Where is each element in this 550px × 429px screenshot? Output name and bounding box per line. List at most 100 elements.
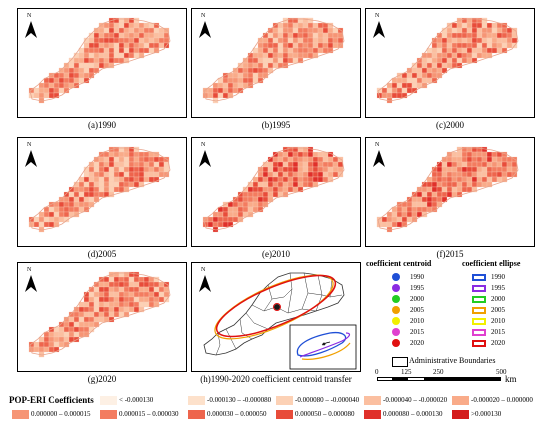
district-cell	[138, 47, 145, 54]
district-cell	[143, 22, 150, 29]
district-cell	[272, 161, 279, 168]
district-cell	[302, 37, 309, 44]
district-cell	[53, 206, 60, 213]
district-cell	[123, 181, 130, 188]
map-panel-d: N	[17, 137, 187, 247]
panel-caption-c: (c)2000	[436, 120, 464, 130]
district-cell	[33, 346, 40, 353]
district-cell	[486, 32, 493, 39]
district-cell	[386, 221, 393, 228]
district-cell	[153, 32, 160, 39]
district-cell	[113, 161, 120, 168]
district-cell	[451, 156, 458, 163]
inset-track-1990	[296, 331, 347, 357]
district-cell	[93, 166, 100, 173]
region-outline	[203, 18, 345, 102]
north-arrow-icon: N	[24, 13, 38, 39]
district-cell	[108, 186, 115, 193]
district-cell	[48, 331, 55, 338]
district-cell	[88, 171, 95, 178]
district-cell	[302, 27, 309, 34]
district-cell	[481, 161, 488, 168]
district-cell	[501, 27, 508, 34]
district-cell	[406, 196, 413, 203]
district-cell	[133, 291, 140, 298]
district-cell	[317, 151, 324, 158]
district-cell	[466, 161, 473, 168]
centroid-dot-2005	[392, 306, 400, 314]
district-cell	[431, 52, 438, 59]
district-cell	[78, 52, 85, 59]
district-cell	[133, 166, 140, 173]
district-cell	[153, 166, 160, 173]
district-cell	[272, 47, 279, 54]
district-cell	[496, 176, 503, 183]
district-cell	[138, 161, 145, 168]
district-cell	[73, 321, 80, 328]
district-cell	[73, 331, 80, 338]
district-cell	[471, 186, 478, 193]
district-cell	[446, 176, 453, 183]
district-cell	[232, 211, 239, 218]
district-cell	[406, 77, 413, 84]
district-cell	[302, 47, 309, 54]
coef-swatch	[276, 410, 293, 419]
district-cell	[237, 211, 244, 218]
district-cell	[406, 87, 413, 94]
district-cell	[332, 42, 339, 49]
district-cell	[381, 92, 388, 99]
admin-boundary-districts	[215, 272, 343, 356]
district-cell	[272, 52, 279, 59]
coef-swatch	[364, 396, 381, 405]
ellipse-2020	[215, 274, 337, 338]
district-cell	[108, 286, 115, 293]
district-cell	[103, 161, 110, 168]
map-panel-a: N	[17, 8, 187, 118]
district-cell	[312, 22, 319, 29]
coef-swatch	[188, 396, 205, 405]
district-cell	[277, 52, 284, 59]
district-cell	[242, 77, 249, 84]
district-cell	[48, 87, 55, 94]
district-cell	[496, 27, 503, 34]
coef-swatch	[364, 410, 381, 419]
district-cell	[436, 57, 443, 64]
district-cell	[456, 47, 463, 54]
district-cell	[312, 27, 319, 34]
district-cell	[267, 57, 274, 64]
district-cell	[88, 186, 95, 193]
district-cell	[267, 62, 274, 69]
district-cell	[282, 171, 289, 178]
district-cell	[103, 301, 110, 308]
district-cell	[217, 92, 224, 99]
district-cell	[332, 171, 339, 178]
choropleth-map-c	[376, 17, 519, 104]
district-cell	[163, 166, 170, 173]
district-cell	[501, 42, 508, 49]
district-cell	[272, 42, 279, 49]
district-cell	[93, 176, 100, 183]
admin-boundary-swatch	[392, 357, 408, 367]
district-cell	[63, 62, 70, 69]
district-cell	[68, 72, 75, 79]
district-cell	[471, 176, 478, 183]
district-cell	[471, 27, 478, 34]
district-cell	[312, 156, 319, 163]
district-cell	[506, 32, 513, 39]
district-cell	[302, 151, 309, 158]
district-cell	[58, 336, 65, 343]
district-cell	[267, 161, 274, 168]
district-cell	[123, 186, 130, 193]
district-cell	[237, 216, 244, 223]
centroid-dot-2000	[392, 295, 400, 303]
district-cell	[501, 32, 508, 39]
district-cell	[247, 62, 254, 69]
district-cell	[312, 32, 319, 39]
district-cell	[272, 27, 279, 34]
district-cell	[262, 196, 269, 203]
map-panel-h: N	[191, 262, 361, 372]
district-cell	[158, 281, 165, 288]
admin-boundary-label: Administrative Boundaries	[409, 356, 496, 365]
district-cell	[247, 206, 254, 213]
district-cell	[88, 166, 95, 173]
